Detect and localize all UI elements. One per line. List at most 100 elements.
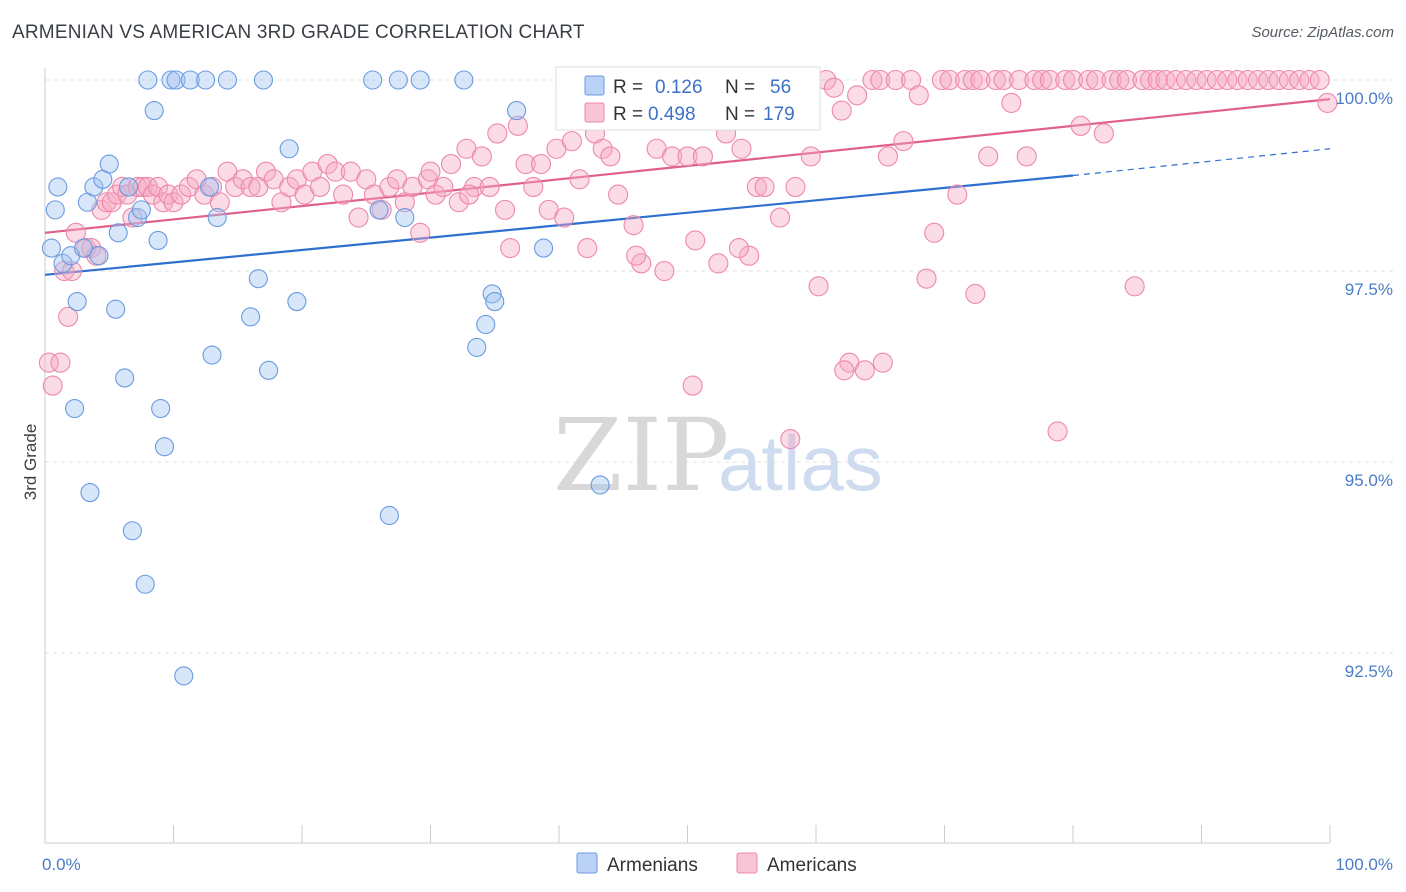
american-point bbox=[1078, 69, 1099, 91]
armenian-point bbox=[115, 368, 135, 388]
american-point bbox=[1093, 123, 1114, 144]
american-point bbox=[739, 245, 760, 266]
american-point bbox=[209, 192, 230, 213]
american-point bbox=[1176, 69, 1197, 91]
american-point bbox=[592, 138, 613, 159]
american-point bbox=[808, 276, 829, 297]
armenian-point bbox=[485, 292, 505, 312]
armenian-point bbox=[467, 337, 487, 357]
armenian-point bbox=[154, 437, 175, 457]
american-point bbox=[577, 238, 598, 259]
american-point bbox=[433, 176, 454, 198]
armenian-point bbox=[476, 314, 496, 335]
american-point bbox=[448, 192, 469, 213]
american-point bbox=[1047, 421, 1068, 442]
armenian-point bbox=[279, 139, 299, 159]
armenian-point bbox=[65, 398, 85, 419]
american-point bbox=[255, 161, 277, 182]
x-tick-label: 0.0% bbox=[42, 855, 81, 874]
armenian-point bbox=[138, 70, 158, 90]
american-point bbox=[708, 253, 729, 274]
american-point bbox=[993, 69, 1014, 91]
american-point bbox=[171, 184, 192, 205]
american-point bbox=[132, 176, 153, 198]
american-point bbox=[947, 184, 968, 205]
american-point bbox=[1299, 69, 1320, 91]
american-point bbox=[425, 184, 446, 205]
american-point bbox=[1237, 69, 1258, 91]
y-tick-label: 100.0% bbox=[1335, 89, 1393, 108]
armenians-n-label: N = bbox=[725, 77, 755, 98]
american-point bbox=[1155, 69, 1176, 91]
armenian-point bbox=[174, 666, 194, 686]
american-point bbox=[1309, 69, 1330, 91]
american-point bbox=[654, 260, 675, 282]
tick-labels: 100.0% 97.5% 95.0% 92.5% 0.0% 100.0% bbox=[42, 89, 1393, 874]
american-point bbox=[507, 115, 528, 136]
y-axis-title: 3rd Grade bbox=[21, 424, 40, 501]
armenian-point bbox=[89, 246, 109, 266]
american-point bbox=[831, 100, 852, 121]
american-point bbox=[38, 352, 59, 373]
axes bbox=[44, 68, 1331, 844]
american-point bbox=[309, 176, 331, 198]
american-point bbox=[746, 176, 767, 198]
american-point bbox=[494, 199, 516, 220]
american-point bbox=[885, 69, 906, 91]
american-point bbox=[731, 138, 752, 159]
american-point bbox=[1039, 69, 1060, 91]
watermark-zip: ZIP bbox=[553, 397, 729, 514]
american-point bbox=[410, 222, 431, 243]
american-point bbox=[1024, 69, 1045, 91]
american-point bbox=[854, 360, 875, 381]
american-point bbox=[682, 375, 703, 396]
american-point bbox=[1101, 69, 1122, 91]
american-point bbox=[1062, 69, 1084, 91]
american-point bbox=[1186, 69, 1207, 91]
armenian-point bbox=[379, 505, 399, 526]
american-point bbox=[515, 153, 536, 175]
armenian-point bbox=[241, 307, 261, 327]
americans-n-value: 179 bbox=[763, 104, 795, 125]
american-point bbox=[1109, 69, 1130, 91]
americans-r-label: R = bbox=[613, 104, 643, 125]
american-point bbox=[1070, 115, 1091, 136]
american-point bbox=[530, 153, 552, 175]
american-point bbox=[148, 176, 169, 198]
american-point bbox=[96, 192, 117, 213]
american-point bbox=[939, 69, 960, 91]
american-point bbox=[420, 161, 441, 182]
american-point bbox=[962, 69, 983, 91]
armenian-point bbox=[454, 70, 474, 90]
armenian-point bbox=[369, 200, 389, 220]
series-legend: Armenians Americans bbox=[576, 852, 857, 876]
armenian-point bbox=[253, 70, 274, 90]
american-point bbox=[379, 176, 400, 198]
american-point bbox=[1016, 146, 1037, 167]
chart-title: ARMENIAN VS AMERICAN 3RD GRADE CORRELATI… bbox=[12, 22, 585, 43]
y-tick-label: 97.5% bbox=[1345, 280, 1393, 299]
american-point bbox=[1140, 69, 1161, 91]
american-point bbox=[58, 306, 79, 327]
american-point bbox=[600, 146, 621, 167]
american-point bbox=[754, 176, 775, 198]
armenian-point bbox=[53, 253, 73, 273]
armenian-point bbox=[180, 70, 200, 90]
y-tick-label: 92.5% bbox=[1345, 662, 1393, 681]
american-point bbox=[1086, 69, 1107, 91]
american-point bbox=[1247, 69, 1269, 91]
american-point bbox=[317, 153, 338, 175]
armenian-point bbox=[41, 238, 61, 258]
american-point bbox=[42, 375, 63, 396]
american-point bbox=[1196, 69, 1217, 91]
armenian-point bbox=[199, 177, 220, 197]
american-point bbox=[1008, 69, 1030, 91]
armenian-point bbox=[363, 70, 383, 90]
american-point bbox=[985, 69, 1006, 91]
source-credit: Source: ZipAtlas.com bbox=[1251, 24, 1394, 41]
american-point bbox=[662, 146, 683, 167]
armenian-point bbox=[144, 101, 164, 121]
american-point bbox=[441, 153, 462, 175]
y-tick-label: 95.0% bbox=[1345, 471, 1393, 490]
american-point bbox=[1317, 92, 1338, 113]
